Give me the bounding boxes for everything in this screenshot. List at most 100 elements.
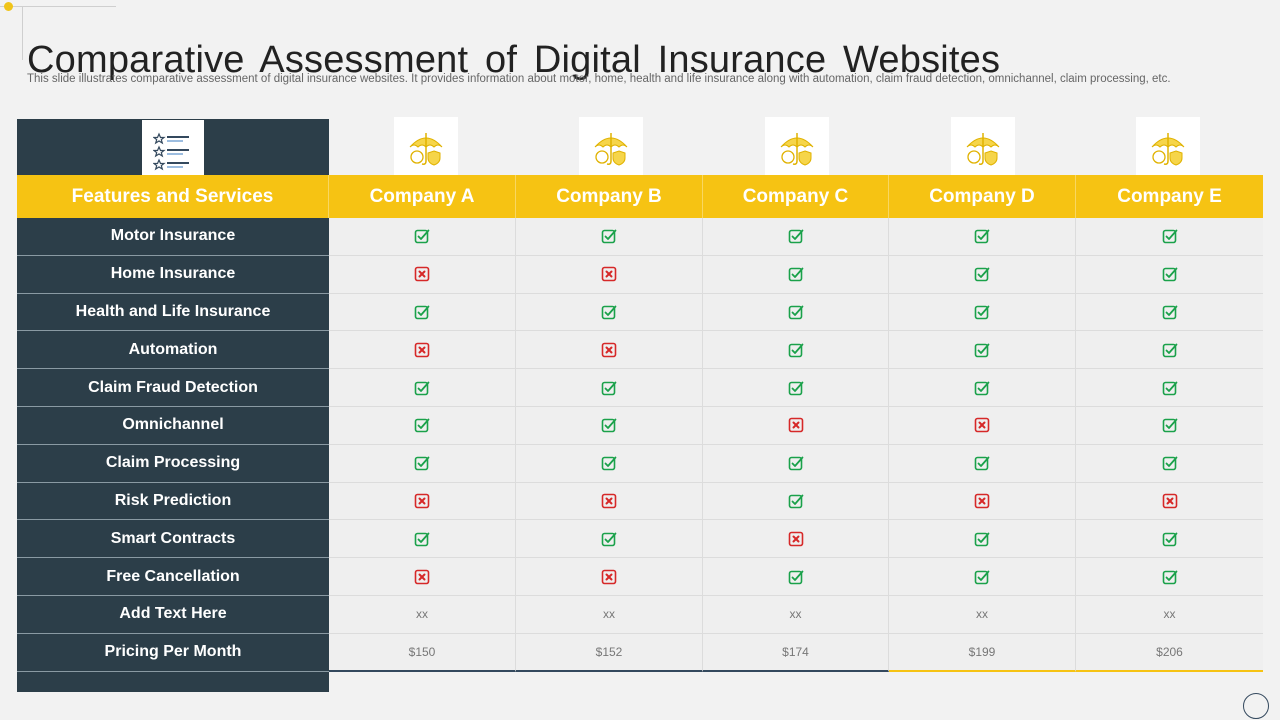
table-row: Motor Insurance: [17, 218, 1263, 256]
table-cell-value: xx: [329, 595, 516, 634]
check-icon: [703, 482, 889, 521]
header-company-a: Company A: [329, 175, 516, 218]
feature-label: Claim Fraud Detection: [17, 369, 329, 407]
header-company-d: Company D: [889, 175, 1076, 218]
table-row: Pricing Per Month $150 $152 $174 $199 $206: [17, 633, 1263, 672]
feature-label: Pricing Per Month: [17, 633, 329, 672]
header-company-c: Company C: [703, 175, 889, 218]
decorative-vertical-line: [22, 6, 23, 60]
check-icon: [516, 369, 703, 407]
check-icon: [889, 444, 1076, 483]
table-row: Health and Life Insurance: [17, 293, 1263, 332]
feature-list-icon: [142, 120, 204, 182]
check-icon: [516, 218, 703, 256]
feature-label: Home Insurance: [17, 255, 329, 294]
check-icon: [703, 444, 889, 483]
table-cell-value: xx: [1076, 595, 1263, 634]
insurance-umbrella-icon: [951, 117, 1015, 181]
check-icon: [889, 369, 1076, 407]
table-cell-value: $199: [889, 633, 1076, 672]
table-cell-value: $150: [329, 633, 516, 672]
check-icon: [703, 331, 889, 370]
feature-label: Smart Contracts: [17, 520, 329, 559]
check-icon: [329, 444, 516, 483]
feature-label: Motor Insurance: [17, 218, 329, 256]
page-subtitle: This slide illustrates comparative asses…: [27, 73, 1171, 85]
cross-icon: [516, 558, 703, 596]
check-icon: [703, 255, 889, 294]
check-icon: [329, 520, 516, 559]
check-icon: [1076, 369, 1263, 407]
check-icon: [516, 293, 703, 332]
table-cell-value: xx: [516, 595, 703, 634]
cross-icon: [516, 482, 703, 521]
decorative-circle: [1243, 693, 1269, 719]
check-icon: [889, 558, 1076, 596]
table-cell-value: xx: [703, 595, 889, 634]
table-row: Risk Prediction: [17, 482, 1263, 521]
cross-icon: [1076, 482, 1263, 521]
feature-label: Health and Life Insurance: [17, 293, 329, 332]
page-title: Comparative Assessment of Digital Insura…: [27, 39, 1001, 82]
cross-icon: [703, 406, 889, 445]
check-icon: [703, 218, 889, 256]
check-icon: [516, 444, 703, 483]
cross-icon: [329, 255, 516, 294]
check-icon: [1076, 293, 1263, 332]
feature-label: Omnichannel: [17, 406, 329, 445]
check-icon: [1076, 331, 1263, 370]
table-row: Automation: [17, 331, 1263, 370]
check-icon: [703, 369, 889, 407]
feature-label: Automation: [17, 331, 329, 370]
feature-label: Risk Prediction: [17, 482, 329, 521]
cross-icon: [516, 331, 703, 370]
check-icon: [889, 255, 1076, 294]
check-icon: [516, 520, 703, 559]
table-cell-value: xx: [889, 595, 1076, 634]
check-icon: [889, 520, 1076, 559]
table-row: Free Cancellation: [17, 558, 1263, 596]
table-cell-value: $206: [1076, 633, 1263, 672]
check-icon: [329, 293, 516, 332]
check-icon: [1076, 444, 1263, 483]
decorative-dot: [4, 2, 13, 11]
check-icon: [889, 331, 1076, 370]
table-row: Omnichannel: [17, 406, 1263, 445]
check-icon: [1076, 520, 1263, 559]
check-icon: [703, 558, 889, 596]
decorative-line: [0, 6, 116, 7]
check-icon: [329, 218, 516, 256]
insurance-umbrella-icon: [1136, 117, 1200, 181]
table-row: Add Text Here xx xx xx xx xx: [17, 595, 1263, 634]
table-cell-value: $174: [703, 633, 889, 672]
check-icon: [329, 369, 516, 407]
table-body: Motor Insurance Home Insurance Health and …: [17, 218, 1263, 672]
table-row: Claim Fraud Detection: [17, 369, 1263, 407]
insurance-umbrella-icon: [765, 117, 829, 181]
table-row: Smart Contracts: [17, 520, 1263, 559]
header-company-b: Company B: [516, 175, 703, 218]
header-features: Features and Services: [17, 175, 329, 218]
table-row: Home Insurance: [17, 255, 1263, 294]
check-icon: [889, 293, 1076, 332]
table-cell-value: $152: [516, 633, 703, 672]
header-company-e: Company E: [1076, 175, 1263, 218]
feature-label: Add Text Here: [17, 595, 329, 634]
insurance-umbrella-icon: [579, 117, 643, 181]
cross-icon: [889, 406, 1076, 445]
check-icon: [329, 406, 516, 445]
insurance-umbrella-icon: [394, 117, 458, 181]
check-icon: [889, 218, 1076, 256]
feature-label: Claim Processing: [17, 444, 329, 483]
cross-icon: [329, 482, 516, 521]
feature-label: Free Cancellation: [17, 558, 329, 596]
check-icon: [1076, 255, 1263, 294]
table-row: Claim Processing: [17, 444, 1263, 483]
cross-icon: [329, 331, 516, 370]
check-icon: [516, 406, 703, 445]
check-icon: [703, 293, 889, 332]
check-icon: [1076, 406, 1263, 445]
check-icon: [1076, 558, 1263, 596]
check-icon: [1076, 218, 1263, 256]
cross-icon: [703, 520, 889, 559]
